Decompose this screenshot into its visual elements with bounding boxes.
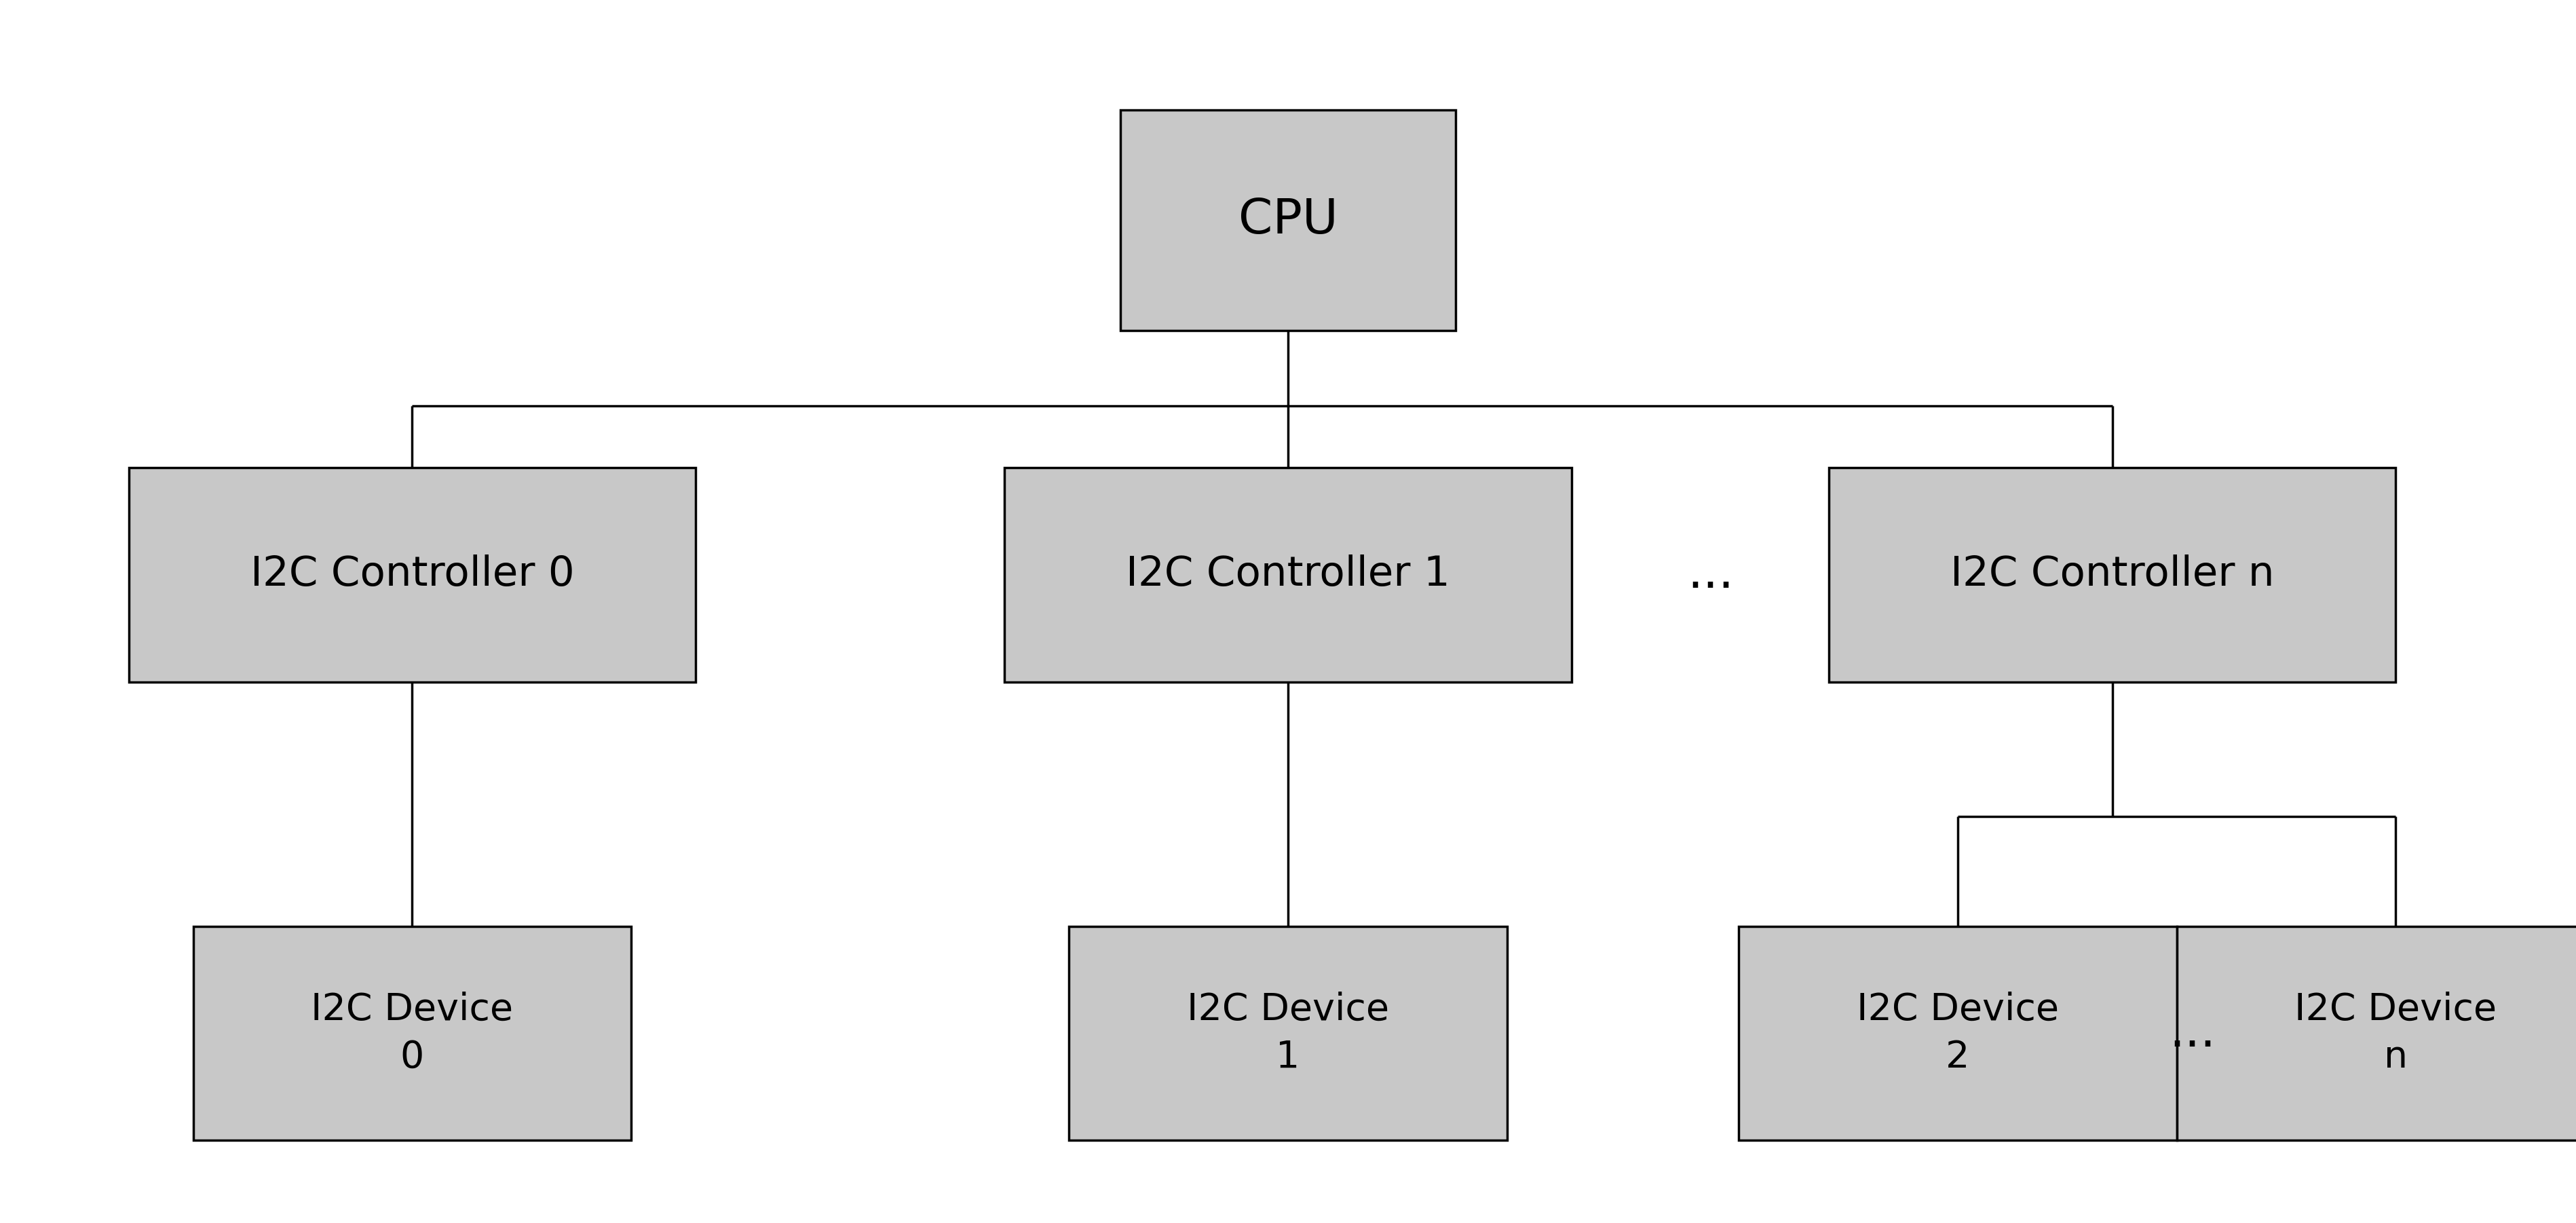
FancyBboxPatch shape [1829,468,2396,682]
Text: ...: ... [2169,1010,2215,1057]
Text: I2C Device
0: I2C Device 0 [312,991,513,1076]
Text: I2C Controller 1: I2C Controller 1 [1126,555,1450,594]
FancyBboxPatch shape [1739,927,2177,1140]
FancyBboxPatch shape [2177,927,2576,1140]
FancyBboxPatch shape [193,927,631,1140]
Text: CPU: CPU [1239,197,1337,243]
Text: I2C Device
2: I2C Device 2 [1857,991,2058,1076]
FancyBboxPatch shape [1069,927,1507,1140]
FancyBboxPatch shape [129,468,696,682]
Text: ...: ... [1687,552,1734,598]
Text: I2C Device
1: I2C Device 1 [1188,991,1388,1076]
Text: I2C Device
n: I2C Device n [2295,991,2496,1076]
Text: I2C Controller n: I2C Controller n [1950,555,2275,594]
Text: I2C Controller 0: I2C Controller 0 [250,555,574,594]
FancyBboxPatch shape [1121,110,1455,330]
FancyBboxPatch shape [1005,468,1571,682]
